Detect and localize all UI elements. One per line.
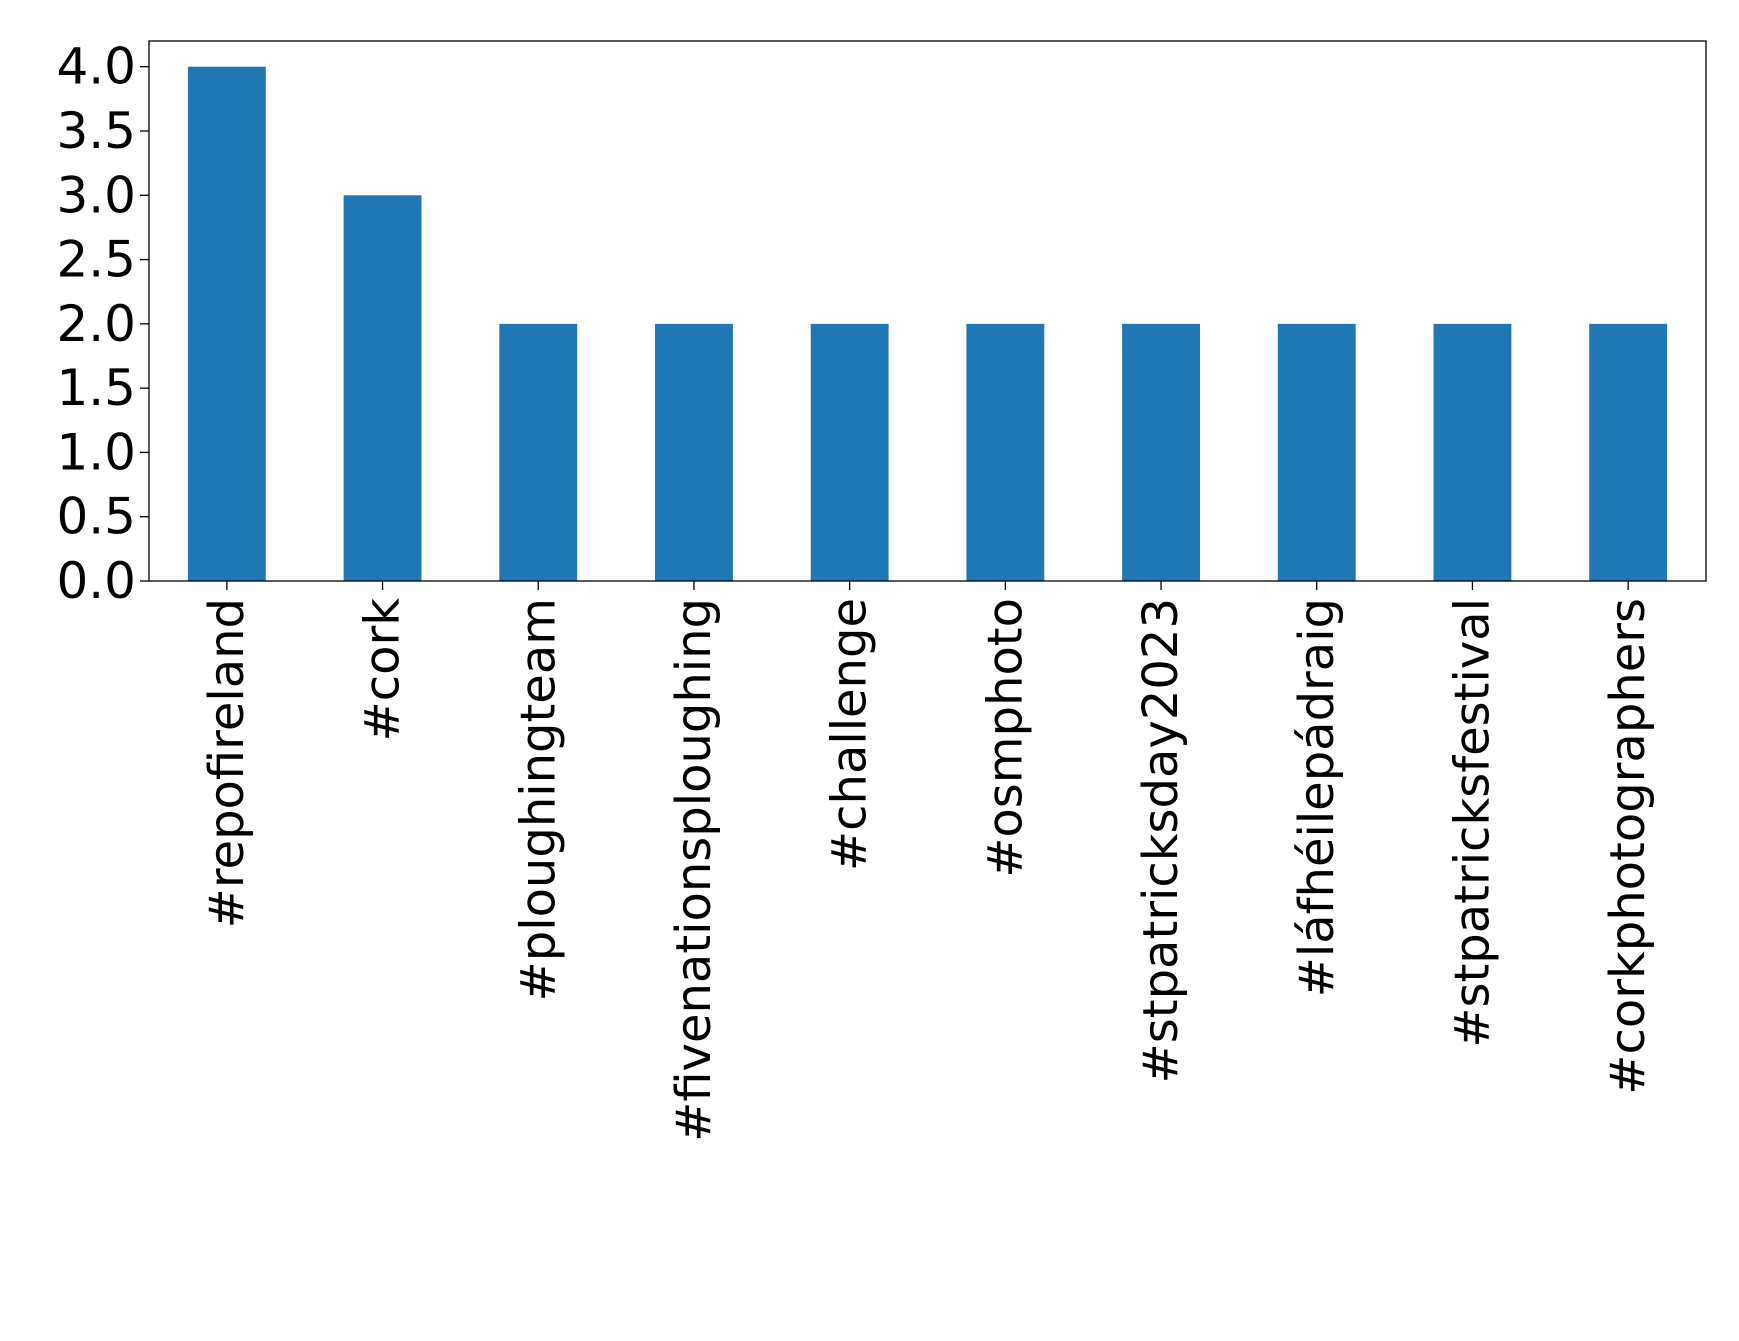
x-tick-label: #challenge <box>822 598 878 871</box>
y-tick-label: 0.0 <box>56 552 136 610</box>
bar <box>1589 323 1668 581</box>
x-tick-label: #cork <box>355 598 411 742</box>
x-tick-label: #osmphoto <box>977 598 1033 878</box>
x-axis: #repofireland #cork #ploughingteam #fivenat… <box>199 581 1656 1142</box>
y-tick-label: 2.5 <box>56 231 136 289</box>
y-tick-label: 1.0 <box>56 423 136 481</box>
bar <box>343 195 422 582</box>
x-tick-label: #ploughingteam <box>510 598 566 1001</box>
y-tick-label: 1.5 <box>56 359 136 417</box>
x-tick-label: #corkphotographers <box>1600 598 1656 1095</box>
y-tick-label: 3.0 <box>56 166 136 224</box>
plot-frame <box>148 40 1707 582</box>
bar <box>1277 323 1356 581</box>
bar <box>1122 323 1200 581</box>
x-tick-label: #fivenationsploughing <box>666 598 722 1142</box>
x-tick-label: #láfhéilepádraig <box>1289 598 1345 997</box>
bar <box>966 323 1045 581</box>
y-tick-label: 0.5 <box>56 488 136 546</box>
bars-layer <box>187 66 1668 582</box>
bar <box>655 323 733 581</box>
x-tick-label: #stpatricksday2023 <box>1133 598 1189 1083</box>
bar <box>499 323 578 581</box>
bar <box>810 323 889 581</box>
x-tick-label: #stpatricksfestival <box>1444 598 1500 1048</box>
y-tick-label: 2.0 <box>56 295 136 353</box>
bar <box>1433 323 1512 581</box>
y-tick-label: 4.0 <box>56 38 136 96</box>
bar <box>187 66 266 581</box>
y-tick-label: 3.5 <box>56 102 136 160</box>
y-axis: 0.0 0.5 1.0 1.5 2.0 2.5 3.0 3.5 4.0 <box>56 38 149 610</box>
x-tick-label: #repofireland <box>199 598 255 928</box>
